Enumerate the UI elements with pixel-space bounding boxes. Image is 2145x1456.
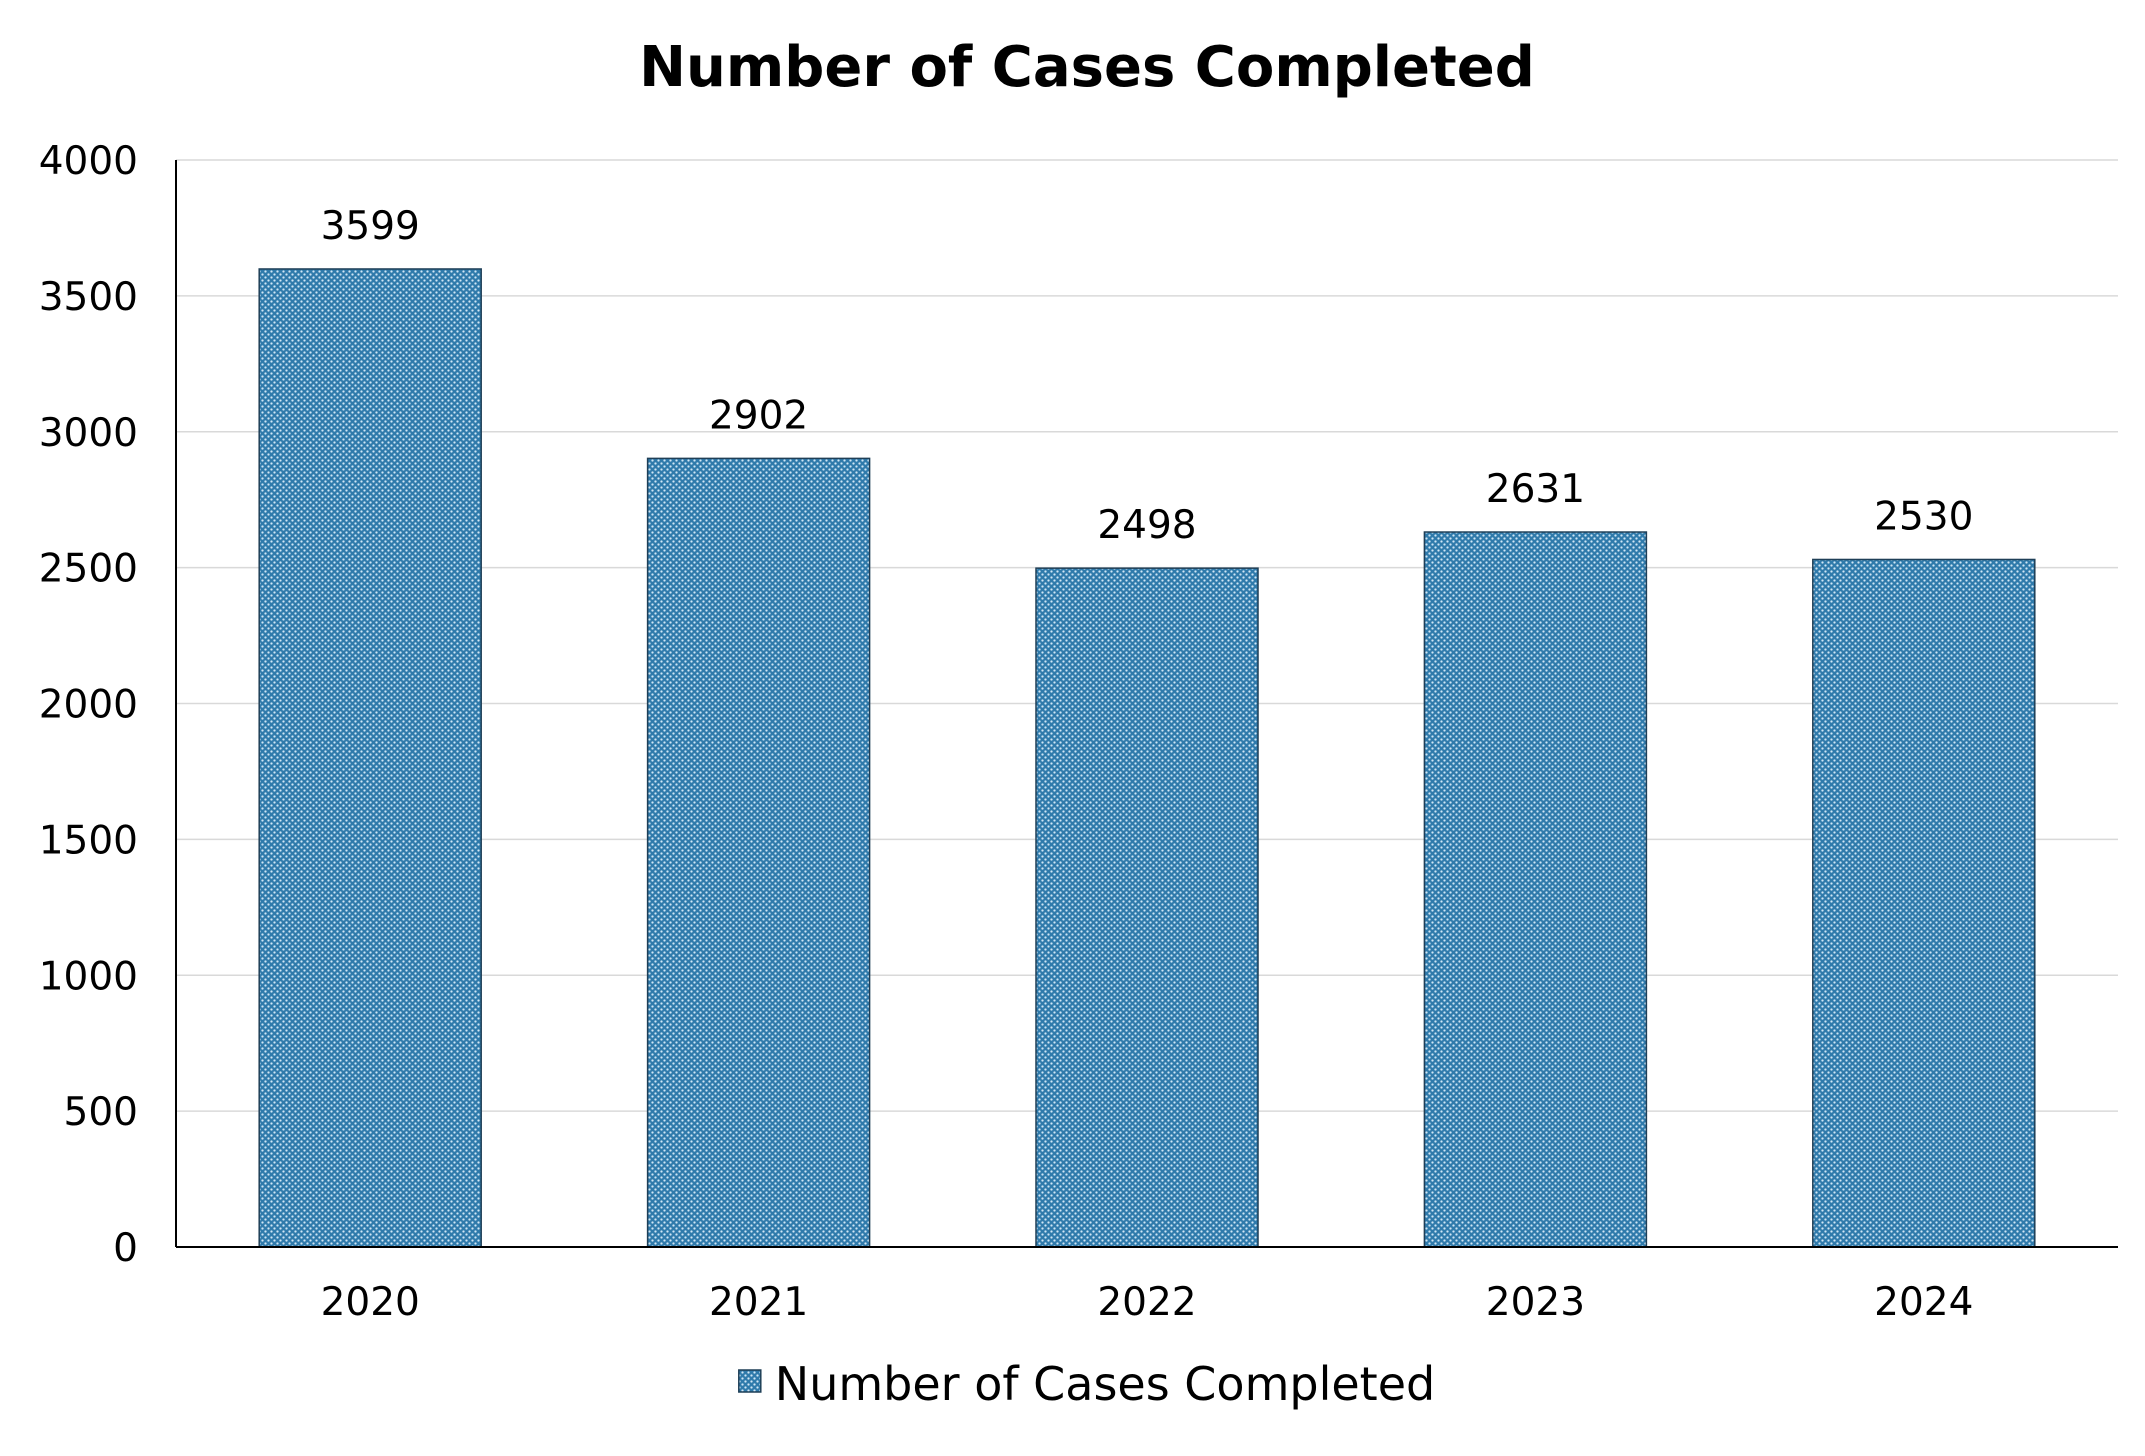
y-tick-label: 1500 — [39, 818, 138, 863]
y-tick-label: 2500 — [39, 547, 138, 592]
y-tick-label: 1000 — [39, 954, 138, 999]
bar-2021 — [646, 457, 871, 1248]
legend-label: Number of Cases Completed — [775, 1357, 1435, 1411]
y-tick-label: 3000 — [39, 411, 138, 456]
y-tick-label: 500 — [64, 1090, 138, 1135]
data-label-2024: 2530 — [1874, 494, 1973, 539]
bar-2023 — [1423, 531, 1648, 1248]
bar-2024 — [1812, 558, 2036, 1248]
x-tick-label: 2021 — [709, 1280, 808, 1325]
bar-2022 — [1035, 567, 1259, 1248]
chart-title: Number of Cases Completed — [639, 35, 1535, 100]
bars — [258, 268, 2036, 1248]
y-tick-label: 2000 — [39, 683, 138, 728]
data-label-2021: 2902 — [709, 393, 808, 438]
x-axis-ticks: 2020 2021 2022 2023 2024 — [321, 1280, 1974, 1325]
x-tick-label: 2024 — [1874, 1280, 1973, 1325]
y-tick-label: 0 — [113, 1226, 138, 1271]
y-tick-label: 3500 — [39, 275, 138, 320]
x-tick-label: 2023 — [1486, 1280, 1585, 1325]
x-tick-label: 2020 — [321, 1280, 420, 1325]
axes — [175, 160, 2118, 1248]
data-labels: 3599 2902 2498 2631 2530 — [321, 204, 1974, 548]
y-tick-label: 4000 — [39, 139, 138, 184]
bar-2020 — [258, 268, 482, 1248]
data-label-2023: 2631 — [1486, 467, 1585, 512]
y-axis-ticks: 0 500 1000 1500 2000 2500 3000 3500 4000 — [39, 139, 138, 1271]
x-tick-label: 2022 — [1097, 1280, 1196, 1325]
data-label-2022: 2498 — [1097, 503, 1196, 548]
data-label-2020: 3599 — [321, 204, 420, 249]
legend: Number of Cases Completed — [738, 1357, 1435, 1411]
legend-swatch — [738, 1369, 762, 1393]
